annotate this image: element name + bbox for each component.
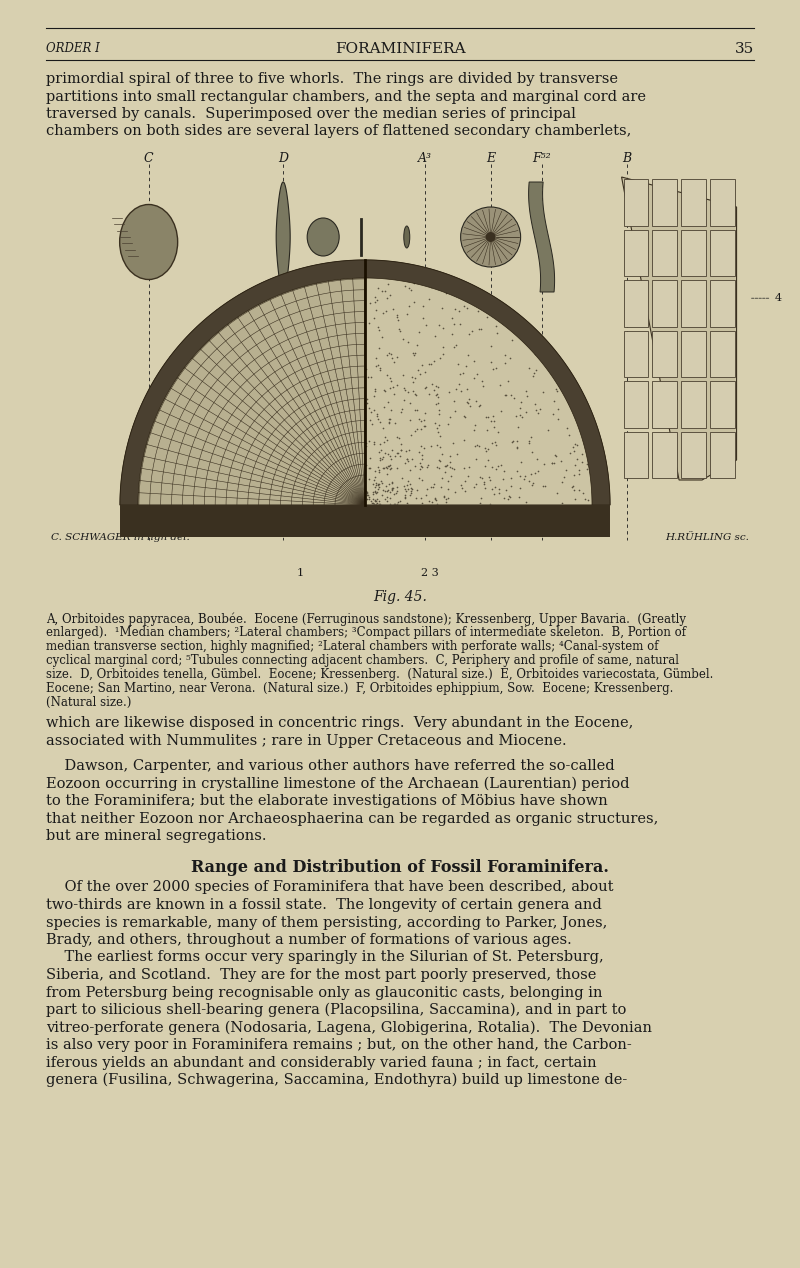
Text: Of the over 2000 species of Foraminifera that have been described, about: Of the over 2000 species of Foraminifera… [46,880,614,894]
FancyBboxPatch shape [710,179,734,226]
Text: ORDER I: ORDER I [46,42,100,55]
Text: B: B [622,152,631,165]
Text: partitions into small rectangular chambers, and the septa and marginal cord are: partitions into small rectangular chambe… [46,90,646,104]
Text: enlarged).  ¹Median chambers; ²Lateral chambers; ³Compact pillars of intermediat: enlarged). ¹Median chambers; ²Lateral ch… [46,626,686,639]
Text: part to silicious shell-bearing genera (Placopsilina, Saccamina), and in part to: part to silicious shell-bearing genera (… [46,1003,626,1017]
Text: is also very poor in Foraminifera remains ; but, on the other hand, the Carbon-: is also very poor in Foraminifera remain… [46,1038,632,1052]
FancyBboxPatch shape [623,230,648,276]
Ellipse shape [404,226,410,249]
Polygon shape [529,183,554,292]
Text: genera (Fusilina, Schwagerina, Saccamina, Endothyra) build up limestone de-: genera (Fusilina, Schwagerina, Saccamina… [46,1073,627,1088]
Text: iferous yields an abundant and considerably varied fauna ; in fact, certain: iferous yields an abundant and considera… [46,1055,597,1069]
FancyBboxPatch shape [652,331,677,377]
FancyBboxPatch shape [623,179,648,226]
Text: Eocene; San Martino, near Verona.  (Natural size.)  F, Orbitoides ephippium, Sow: Eocene; San Martino, near Verona. (Natur… [46,682,674,695]
Text: Brady, and others, throughout a number of formations of various ages.: Brady, and others, throughout a number o… [46,933,572,947]
FancyBboxPatch shape [710,331,734,377]
FancyBboxPatch shape [652,280,677,326]
FancyBboxPatch shape [652,179,677,226]
FancyBboxPatch shape [681,179,706,226]
Text: F⁵²: F⁵² [532,152,551,165]
Text: Range and Distribution of Fossil Foraminifera.: Range and Distribution of Fossil Foramin… [191,858,609,875]
Polygon shape [365,260,610,505]
Polygon shape [120,505,610,538]
Text: H.RÜHLING sc.: H.RÜHLING sc. [665,533,749,541]
Text: Siberia, and Scotland.  They are for the most part poorly preserved, those: Siberia, and Scotland. They are for the … [46,967,596,981]
Text: C. SCHWAGER in lign del.: C. SCHWAGER in lign del. [51,533,190,541]
Text: The earliest forms occur very sparingly in the Silurian of St. Petersburg,: The earliest forms occur very sparingly … [46,951,604,965]
Text: median transverse section, highly magnified; ²Lateral chambers with perforate wa: median transverse section, highly magnif… [46,640,658,653]
Text: traversed by canals.  Superimposed over the median series of principal: traversed by canals. Superimposed over t… [46,107,576,120]
Text: Fig. 45.: Fig. 45. [373,590,427,604]
Text: 35: 35 [734,42,754,56]
Text: from Petersburg being recognisable only as glauconitic casts, belonging in: from Petersburg being recognisable only … [46,985,602,999]
Text: chambers on both sides are several layers of flattened secondary chamberlets,: chambers on both sides are several layer… [46,124,631,138]
Polygon shape [276,183,290,292]
Text: two-thirds are known in a fossil state.  The longevity of certain genera and: two-thirds are known in a fossil state. … [46,898,602,912]
Text: 1: 1 [297,568,303,578]
Text: cyclical marginal cord; ⁵Tubules connecting adjacent chambers.  C, Periphery and: cyclical marginal cord; ⁵Tubules connect… [46,654,679,667]
Polygon shape [120,260,365,505]
Text: C: C [144,152,154,165]
Text: FORAMINIFERA: FORAMINIFERA [334,42,466,56]
FancyBboxPatch shape [652,230,677,276]
Text: E: E [486,152,495,165]
FancyBboxPatch shape [681,230,706,276]
FancyBboxPatch shape [710,431,734,478]
Circle shape [486,232,496,242]
FancyBboxPatch shape [681,431,706,478]
FancyBboxPatch shape [710,230,734,276]
Polygon shape [120,260,610,505]
FancyBboxPatch shape [652,380,677,427]
Text: that neither Eozoon nor Archaeosphaerina can be regarded as organic structures,: that neither Eozoon nor Archaeosphaerina… [46,812,658,825]
FancyBboxPatch shape [681,380,706,427]
Text: size.  D, Orbitoides tenella, Gümbel.  Eocene; Kressenberg.  (Natural size.)  E,: size. D, Orbitoides tenella, Gümbel. Eoc… [46,668,714,681]
Text: primordial spiral of three to five whorls.  The rings are divided by transverse: primordial spiral of three to five whorl… [46,72,618,86]
FancyBboxPatch shape [710,280,734,326]
FancyBboxPatch shape [681,280,706,326]
Text: vitreo-perforate genera (Nodosaria, Lagena, Globigerina, Rotalia).  The Devonian: vitreo-perforate genera (Nodosaria, Lage… [46,1021,652,1035]
Text: associated with Nummulites ; rare in Upper Cretaceous and Miocene.: associated with Nummulites ; rare in Upp… [46,733,566,748]
FancyBboxPatch shape [710,380,734,427]
FancyBboxPatch shape [623,431,648,478]
FancyBboxPatch shape [681,331,706,377]
Text: A, Orbitoides papyracea, Boubée.  Eocene (Ferruginous sandstone); Kressenberg, U: A, Orbitoides papyracea, Boubée. Eocene … [46,612,686,625]
Text: species is remarkable, many of them persisting, according to Parker, Jones,: species is remarkable, many of them pers… [46,915,607,929]
FancyBboxPatch shape [623,380,648,427]
Polygon shape [622,178,737,481]
Text: 4: 4 [774,293,782,303]
FancyBboxPatch shape [623,280,648,326]
Text: D: D [278,152,288,165]
Text: which are likewise disposed in concentric rings.  Very abundant in the Eocene,: which are likewise disposed in concentri… [46,716,634,730]
Text: 2 3: 2 3 [421,568,439,578]
Ellipse shape [307,218,339,256]
Text: Eozoon occurring in crystalline limestone of the Archaean (Laurentian) period: Eozoon occurring in crystalline limeston… [46,776,630,791]
Text: (Natural size.): (Natural size.) [46,696,131,709]
FancyBboxPatch shape [623,331,648,377]
Text: but are mineral segregations.: but are mineral segregations. [46,829,266,843]
Circle shape [461,207,521,268]
Ellipse shape [120,204,178,279]
Text: Dawson, Carpenter, and various other authors have referred the so-called: Dawson, Carpenter, and various other aut… [46,760,614,773]
FancyBboxPatch shape [652,431,677,478]
Text: to the Foraminifera; but the elaborate investigations of Möbius have shown: to the Foraminifera; but the elaborate i… [46,794,608,808]
Text: A³: A³ [418,152,432,165]
